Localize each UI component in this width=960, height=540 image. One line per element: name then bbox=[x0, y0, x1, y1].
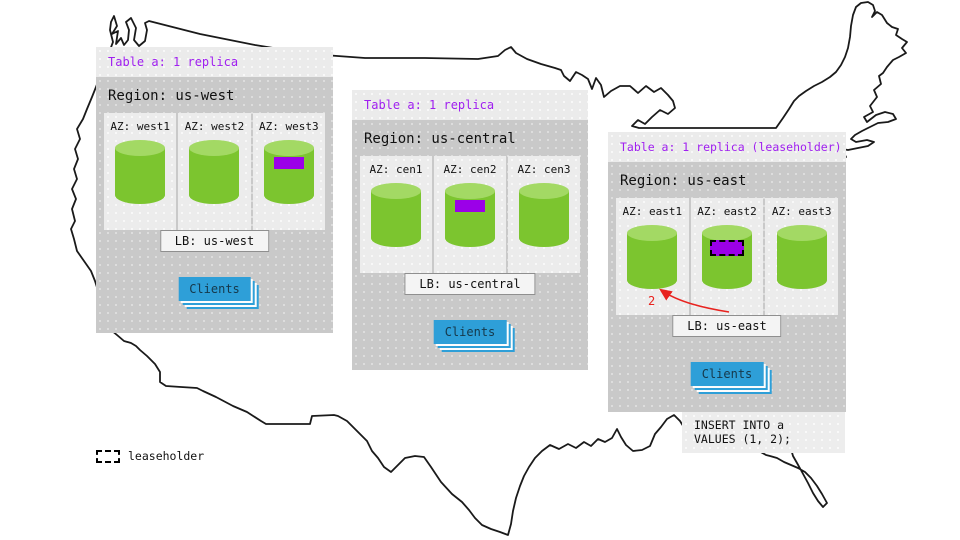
sql-line-2: VALUES (1, 2); bbox=[694, 432, 791, 446]
region-us-east: Region: us-east AZ: east1 AZ: east2 AZ: … bbox=[608, 162, 846, 412]
load-balancer-us-east: LB: us-east bbox=[672, 315, 782, 337]
database-node-icon bbox=[702, 225, 752, 289]
region-title: Region: us-west bbox=[108, 88, 235, 104]
leaseholder-replica-badge bbox=[710, 240, 744, 256]
database-node-icon bbox=[189, 140, 240, 204]
load-balancer-us-central: LB: us-central bbox=[404, 273, 536, 295]
leaseholder-legend-label: leaseholder bbox=[128, 449, 205, 463]
replica-badge bbox=[273, 157, 304, 169]
database-node-icon bbox=[519, 183, 569, 247]
table-replica-label: Table a: 1 replica bbox=[364, 98, 495, 112]
leaseholder-swatch-icon bbox=[96, 449, 120, 463]
replica-badge bbox=[455, 200, 485, 212]
az-east1: AZ: east1 bbox=[616, 198, 689, 315]
az-cen2: AZ: cen2 bbox=[434, 156, 506, 273]
az-west2: AZ: west2 bbox=[178, 113, 251, 230]
az-row: AZ: east1 AZ: east2 AZ: east3 bbox=[616, 198, 839, 315]
leaseholder-legend: leaseholder bbox=[96, 449, 204, 463]
az-west3: AZ: west3 bbox=[252, 113, 325, 230]
region-us-west: Region: us-west AZ: west1 AZ: west2 AZ: … bbox=[96, 77, 333, 333]
clients-button: Clients bbox=[690, 362, 764, 386]
clients-button: Clients bbox=[178, 277, 251, 301]
table-replica-leaseholder-label: Table a: 1 replica (leaseholder) bbox=[620, 140, 842, 154]
az-cen3: AZ: cen3 bbox=[508, 156, 580, 273]
database-node-icon bbox=[371, 183, 421, 247]
az-east3: AZ: east3 bbox=[765, 198, 839, 315]
table-replica-label: Table a: 1 replica bbox=[108, 55, 239, 69]
az-row: AZ: cen1 AZ: cen2 AZ: cen3 bbox=[360, 156, 580, 273]
database-node-icon bbox=[115, 140, 166, 204]
load-balancer-us-west: LB: us-west bbox=[159, 230, 270, 252]
database-node-icon bbox=[263, 140, 314, 204]
panel-us-west: Table a: 1 replica Region: us-west AZ: w… bbox=[96, 47, 333, 333]
sql-statement: INSERT INTO a VALUES (1, 2); bbox=[682, 412, 845, 453]
panel-us-central: Table a: 1 replica Region: us-central AZ… bbox=[352, 90, 588, 370]
database-node-icon bbox=[776, 225, 827, 289]
panel-us-east: Table a: 1 replica (leaseholder) Region:… bbox=[608, 132, 846, 412]
az-east2: AZ: east2 bbox=[690, 198, 764, 315]
region-title: Region: us-east bbox=[620, 173, 747, 189]
region-title: Region: us-central bbox=[364, 131, 516, 147]
az-west1: AZ: west1 bbox=[104, 113, 177, 230]
az-cen1: AZ: cen1 bbox=[360, 156, 432, 273]
database-node-icon bbox=[445, 183, 495, 247]
clients-button: Clients bbox=[433, 320, 507, 344]
sql-line-1: INSERT INTO a bbox=[694, 418, 785, 432]
az-row: AZ: west1 AZ: west2 AZ: west3 bbox=[104, 113, 325, 230]
database-node-icon bbox=[627, 225, 678, 289]
region-us-central: Region: us-central AZ: cen1 AZ: cen2 AZ:… bbox=[352, 120, 588, 370]
